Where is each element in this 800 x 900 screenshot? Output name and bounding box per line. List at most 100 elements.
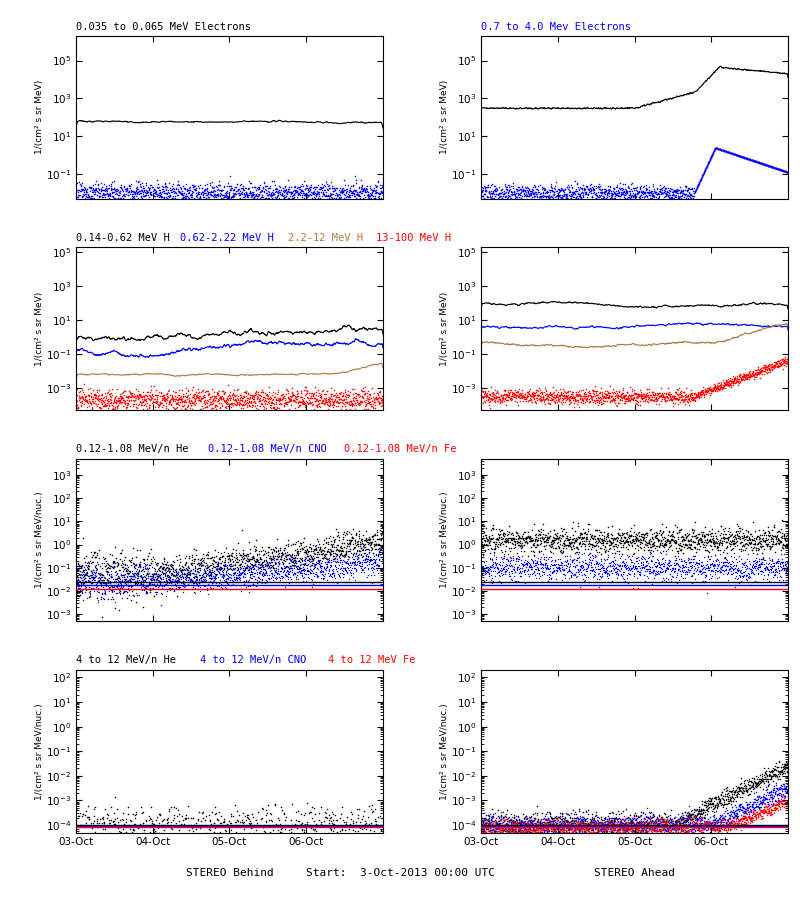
Point [564,529,577,544]
Point [253,555,266,570]
Point [322,398,334,412]
Point [304,552,317,566]
Point [733,148,746,163]
Point [515,191,528,205]
Point [520,389,533,403]
Point [526,814,538,828]
Point [148,562,161,577]
Point [690,183,702,197]
Point [765,560,778,574]
Point [630,394,643,409]
Point [715,796,728,811]
Point [348,552,361,566]
Point [540,387,553,401]
Point [597,822,610,836]
Point [549,189,562,203]
Point [691,556,704,571]
Point [562,821,574,835]
Point [331,193,344,207]
Point [496,532,509,546]
Point [275,392,288,406]
Point [485,532,498,546]
Point [84,564,97,579]
Point [208,187,221,202]
Point [496,526,509,541]
Point [639,390,652,404]
Point [309,541,322,555]
Point [726,377,739,392]
Point [283,567,296,581]
Point [238,563,251,578]
Point [346,536,359,551]
Point [632,823,645,837]
Point [532,388,545,402]
Point [777,794,790,808]
Point [738,804,751,818]
Point [306,538,319,553]
Point [510,819,523,833]
Point [308,543,321,557]
Point [572,182,585,196]
Point [189,182,202,196]
Point [631,564,644,579]
Point [689,827,702,842]
Point [125,574,138,589]
Point [543,386,556,400]
Point [93,393,106,408]
Point [210,561,223,575]
Point [197,569,210,583]
Point [639,809,652,824]
Point [322,537,334,552]
Point [732,375,745,390]
Point [724,822,737,836]
Point [490,557,502,572]
Point [756,811,769,825]
Point [142,392,155,406]
Point [592,824,605,839]
Point [303,180,316,194]
Point [737,537,750,552]
Point [676,561,689,575]
Point [172,580,185,594]
Point [548,186,561,201]
Point [241,558,254,572]
Point [135,582,148,597]
Point [598,185,611,200]
Point [152,572,165,587]
Point [638,392,650,406]
Point [358,387,370,401]
Point [723,790,736,805]
Point [486,571,498,585]
Point [477,821,490,835]
Point [601,393,614,408]
Point [373,558,386,572]
Point [326,181,339,195]
Point [483,819,496,833]
Point [742,567,755,581]
Point [106,814,119,828]
Point [174,184,186,199]
Point [174,181,187,195]
Point [499,564,512,579]
Point [494,823,507,837]
Point [222,392,235,406]
Point [494,189,507,203]
Point [776,778,789,793]
Point [634,384,647,399]
Point [758,561,770,575]
Point [741,151,754,166]
Point [297,186,310,201]
Point [246,395,259,410]
Point [114,573,126,588]
Point [108,583,121,598]
Point [755,364,768,378]
Point [485,823,498,837]
Point [529,824,542,839]
Point [590,820,603,834]
Point [518,390,530,404]
Point [510,189,522,203]
Point [591,392,604,407]
Point [736,808,749,823]
Point [781,783,794,797]
Point [325,194,338,209]
